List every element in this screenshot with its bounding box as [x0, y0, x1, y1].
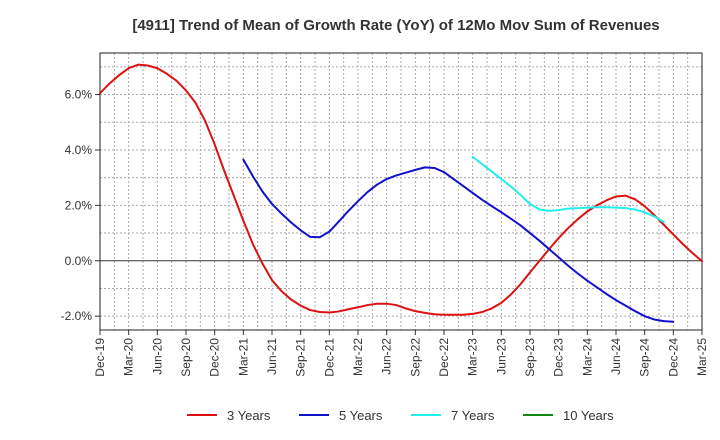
legend-label: 3 Years: [227, 408, 271, 423]
y-tick-label: 6.0%: [65, 88, 93, 102]
x-tick-label: Sep-22: [408, 338, 422, 377]
x-tick-label: Mar-23: [466, 338, 480, 376]
x-tick-label: Mar-22: [351, 338, 365, 376]
axis-layer: -2.0% 0.0% 2.0% 4.0% 6.0% Dec-19 Mar-20 Jun-20 S…: [61, 88, 709, 377]
series-line-3-years: [99, 63, 703, 316]
grid: [99, 53, 703, 330]
x-tick-label: Sep-21: [294, 338, 308, 377]
x-tick-label: Jun-23: [494, 338, 508, 375]
x-tick-label: Dec-23: [552, 338, 566, 377]
x-tick-label: Jun-21: [265, 338, 279, 375]
x-tick-label: Sep-24: [638, 338, 652, 377]
y-tick-label: -2.0%: [61, 309, 93, 323]
x-tick-label: Dec-19: [93, 338, 107, 377]
series-line-5-years: [242, 158, 675, 323]
series-layer: [99, 63, 703, 323]
x-tick-label: Mar-25: [695, 338, 709, 376]
x-tick-label: Dec-21: [322, 338, 336, 377]
plot-area-border: [99, 52, 703, 331]
x-tick-label: Mar-24: [580, 338, 594, 376]
series-line-7-years: [471, 155, 665, 223]
chart-title: [4911] Trend of Mean of Growth Rate (YoY…: [132, 17, 659, 34]
x-tick-label: Sep-20: [179, 338, 193, 377]
y-tick-label: 0.0%: [65, 254, 93, 268]
y-tick-label: 4.0%: [65, 143, 93, 157]
legend-label: 7 Years: [451, 408, 495, 423]
x-tick-label: Sep-23: [523, 338, 537, 377]
x-tick-label: Dec-24: [666, 338, 680, 377]
x-tick-label: Jun-20: [150, 338, 164, 375]
x-tick-label: Jun-24: [609, 338, 623, 375]
legend-label: 5 Years: [339, 408, 383, 423]
y-tick-label: 2.0%: [65, 198, 93, 212]
legend-label: 10 Years: [563, 408, 614, 423]
x-tick-label: Dec-22: [437, 338, 451, 377]
x-tick-label: Dec-20: [208, 338, 222, 377]
legend: 3 Years 5 Years 7 Years 10 Years: [187, 408, 614, 423]
x-tick-label: Mar-21: [236, 338, 250, 376]
x-tick-label: Mar-20: [122, 338, 136, 376]
x-tick-label: Jun-22: [380, 338, 394, 375]
